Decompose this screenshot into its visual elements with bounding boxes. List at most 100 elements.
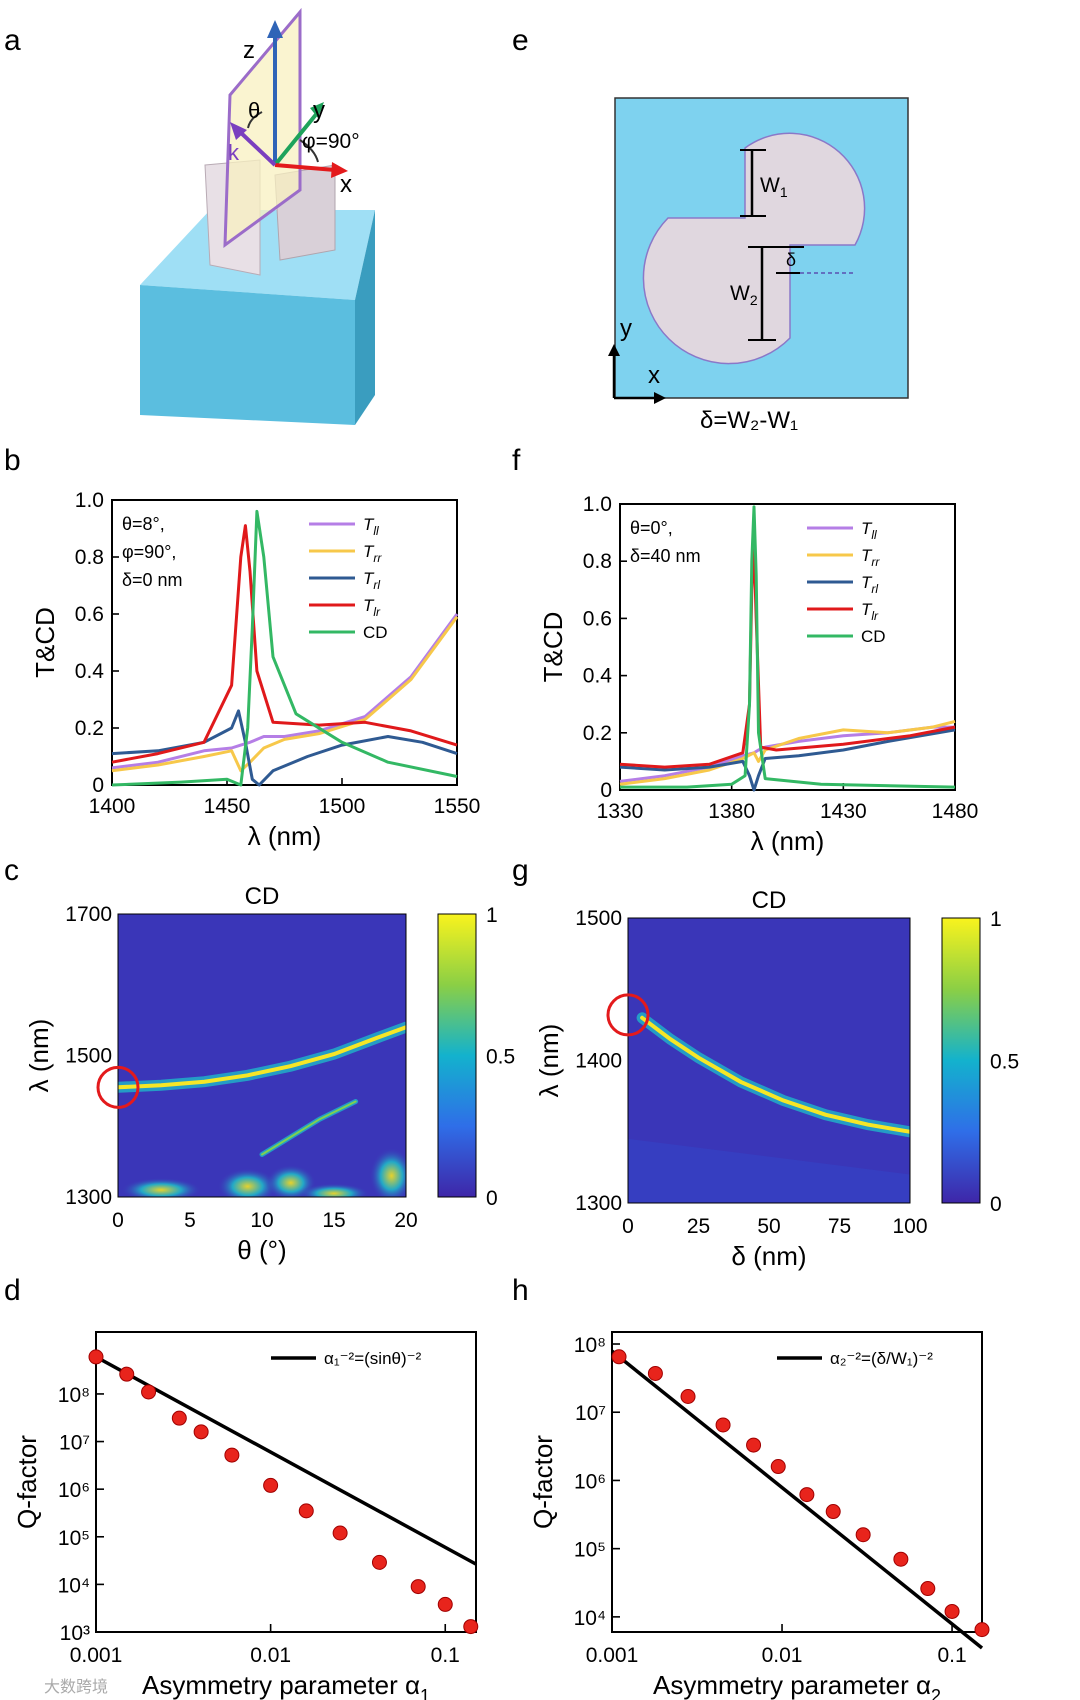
- f-x-tick-label: 1430: [820, 800, 867, 823]
- w2-label: W2: [730, 282, 758, 308]
- c-lobe: [299, 1183, 369, 1197]
- d-x-tick-label: 0.001: [70, 1644, 123, 1667]
- b-legend-label-CD: CD: [363, 623, 388, 642]
- substrate-cube-front: [140, 285, 355, 425]
- c-heatmap-body: [118, 914, 406, 1197]
- substrate-cube-side: [355, 210, 375, 425]
- h-x-tick-label: 0.01: [762, 1644, 803, 1667]
- f-legend-label-CD: CD: [861, 627, 886, 646]
- b-x-tick-label: 1550: [434, 795, 481, 818]
- f-plot-frame: [619, 503, 956, 791]
- b-legend-main: T: [363, 515, 375, 534]
- y-axis-arrow: [273, 110, 320, 167]
- c-frame: [117, 913, 407, 1198]
- b-legend-main: CD: [363, 623, 388, 642]
- h-fit-line: [610, 1349, 984, 1650]
- d-y-axis-label: Q-factor: [12, 1435, 42, 1529]
- b-y-tick-label: 0.4: [75, 660, 105, 683]
- k-label: k: [228, 140, 240, 165]
- e-x-label: x: [648, 362, 660, 389]
- b-legend-main: T: [363, 596, 375, 615]
- b-legend-sub: ll: [373, 524, 379, 538]
- y-arrowhead: [310, 102, 324, 118]
- x-label: x: [340, 171, 352, 198]
- d-data-point: [224, 1447, 240, 1463]
- b-y-tick-label: 0: [92, 774, 104, 797]
- b-y-tick-label: 0.2: [75, 717, 104, 740]
- f-legend-label-Trl: Trl: [861, 573, 878, 596]
- c-y-axis-label: λ (nm): [24, 1019, 54, 1093]
- meta-atom-top-view: [642, 132, 866, 365]
- g-colorbar-label: 1: [990, 908, 1002, 931]
- b-annotation: δ=0 nm: [122, 570, 183, 590]
- d-data-point: [410, 1579, 426, 1595]
- g-colorbar-label: 0.5: [990, 1051, 1019, 1074]
- d-data-point: [263, 1477, 279, 1493]
- b-y-tick-label: 1.0: [75, 489, 104, 512]
- theta-arc: [247, 111, 263, 129]
- c-lobe: [121, 1177, 202, 1197]
- schematic-e: W1 W2 δ y x δ=W₂-W₁: [608, 97, 909, 434]
- f-legend-main: T: [861, 519, 873, 538]
- b-annotation: θ=8°,: [122, 514, 165, 534]
- c-colorbar-label: 0.5: [486, 1046, 515, 1069]
- f-x-axis-label: λ (nm): [751, 826, 825, 856]
- h-x-axis-label: Asymmetry parameter α2: [653, 1670, 941, 1700]
- chart-f: 1330 1380 1430 1480 0 0.2 0.4 0.6 0.8 1.0 λ (nm) T&…: [538, 493, 978, 856]
- d-y-tick-label: 10³: [60, 1622, 90, 1645]
- f-legend-main: T: [861, 600, 873, 619]
- d-data-point: [298, 1503, 314, 1519]
- b-x-axis-label: λ (nm): [248, 821, 322, 851]
- k-vector: [236, 128, 277, 167]
- g-band-0: [640, 1015, 910, 1134]
- f-y-tick-label: 0.8: [583, 550, 612, 573]
- h-x-tick-label: 0.001: [586, 1644, 639, 1667]
- panel-label-h: h: [512, 1274, 529, 1307]
- delta-relation: δ=W₂-W₁: [700, 407, 798, 434]
- g-y-tick-label: 1300: [575, 1192, 622, 1215]
- d-data-point: [193, 1424, 209, 1440]
- d-data-point: [141, 1384, 157, 1400]
- h-y-tick-label: 10⁷: [575, 1402, 606, 1425]
- z-arrowhead: [267, 20, 283, 38]
- f-annotation: θ=0°,: [630, 518, 673, 538]
- f-legend-sub: rr: [871, 555, 880, 569]
- g-heatmap-body: [628, 918, 910, 1203]
- b-plot-frame: [111, 499, 458, 786]
- panel-label-f: f: [512, 444, 521, 477]
- d-x-axis-label-sub: 1: [420, 1686, 430, 1700]
- c-title: CD: [245, 883, 280, 910]
- b-legend-sub: rr: [373, 551, 382, 565]
- d-y-tick-label: 10⁸: [58, 1384, 90, 1407]
- b-x-tick-label: 1450: [204, 795, 251, 818]
- h-data-point: [799, 1487, 815, 1503]
- h-data-point: [855, 1527, 871, 1543]
- c-x-tick-label: 10: [250, 1209, 273, 1232]
- d-y-tick-label: 10⁴: [58, 1574, 90, 1597]
- phi-arc: [299, 139, 319, 163]
- theta-label: θ: [248, 98, 260, 123]
- panel-label-d: d: [4, 1274, 21, 1307]
- b-legend-main: T: [363, 569, 375, 588]
- h-data-point: [893, 1551, 909, 1567]
- d-data-point: [371, 1554, 387, 1570]
- f-y-tick-label: 0.2: [583, 722, 612, 745]
- h-data-point: [611, 1349, 627, 1365]
- panel-label-b: b: [4, 444, 21, 477]
- e-x-arrowhead: [654, 392, 666, 404]
- d-y-tick-label: 10⁵: [58, 1527, 90, 1550]
- b-series-CD: [111, 509, 458, 787]
- f-series-Tlr: [619, 542, 956, 769]
- h-data-point: [680, 1389, 696, 1405]
- f-series-Trl: [619, 728, 956, 792]
- e-y-label: y: [620, 315, 632, 342]
- b-x-tick-label: 1400: [89, 795, 136, 818]
- chart-h: 0.001 0.01 0.1 10⁴ 10⁵ 10⁶ 10⁷ 10⁸ α₂⁻²=(δ/W₁)⁻²…: [528, 1331, 990, 1700]
- f-legend-main: CD: [861, 627, 886, 646]
- f-legend-main: T: [861, 546, 873, 565]
- w1-label: W1: [760, 174, 788, 200]
- d-x-tick-label: 0.1: [431, 1644, 460, 1667]
- f-y-tick-label: 0: [600, 779, 612, 802]
- panel-label-g: g: [512, 854, 529, 887]
- d-data-point: [437, 1596, 453, 1612]
